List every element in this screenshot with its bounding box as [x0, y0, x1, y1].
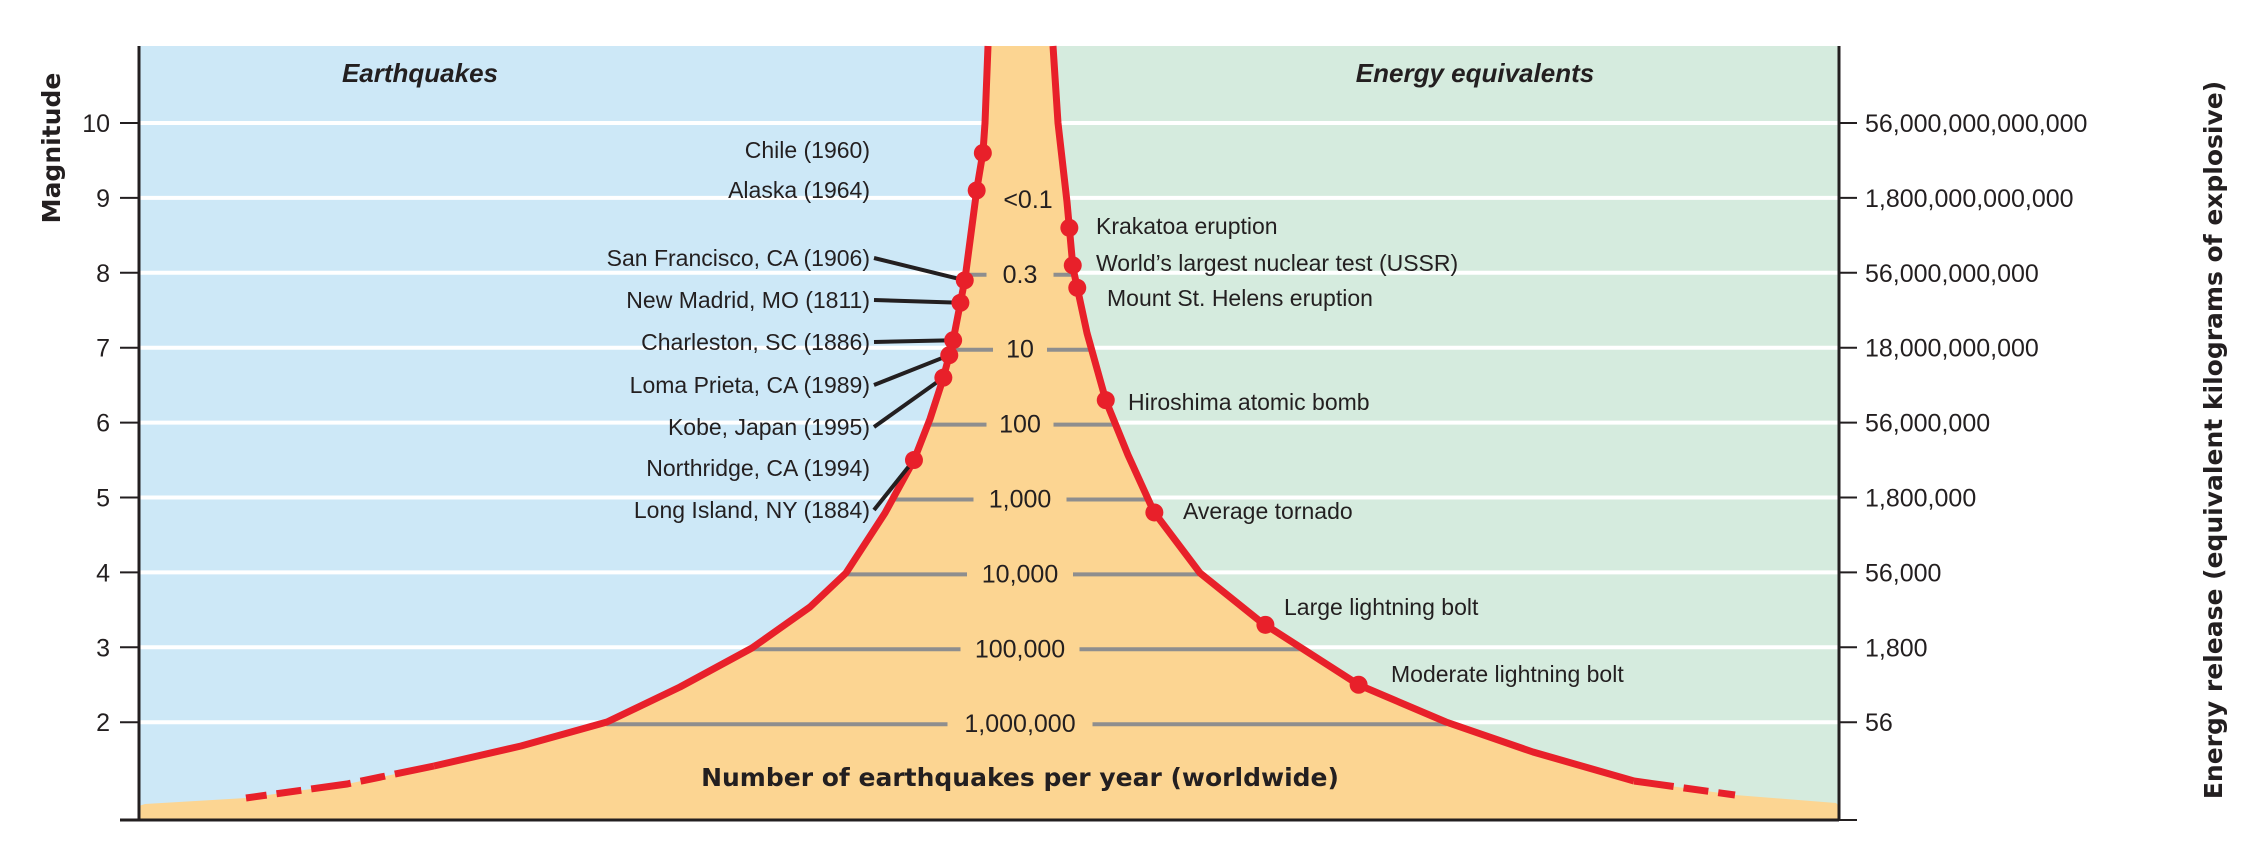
count-label: 100: [999, 411, 1041, 439]
energy-tick-label: 1,800: [1865, 634, 1928, 662]
energy-tick-label: 1,800,000,000,000: [1865, 185, 2074, 213]
leader-line: [872, 376, 945, 429]
energy-point: [1349, 675, 1368, 694]
energy-title: Energy equivalents: [1356, 58, 1594, 88]
earthquake-point: [904, 451, 923, 470]
magnitude-tick-label: 10: [82, 110, 110, 138]
y-axis-label: Magnitude: [37, 73, 66, 224]
leader-line: [873, 353, 951, 387]
energy-curve-right: [1049, 45, 1635, 785]
leader-line: [873, 256, 966, 283]
earthquake-point: [973, 143, 992, 162]
energy-label: Hiroshima atomic bomb: [1128, 389, 1370, 415]
energy-point: [1256, 615, 1275, 634]
magnitude-tick-label: 9: [96, 185, 110, 213]
energy-label: Average tornado: [1183, 498, 1353, 524]
earthquakes-title: Earthquakes: [342, 58, 498, 88]
energy-tick-label: 56,000,000,000: [1865, 260, 2039, 288]
earthquake-point: [951, 293, 970, 312]
magnitude-tick-label: 4: [96, 559, 110, 587]
energy-tick-label: 56,000: [1865, 559, 1941, 587]
energy-curve-right-dashed: [1633, 777, 1736, 799]
earthquake-point: [955, 271, 974, 290]
y-axis-right-label: Energy release (equivalent kilograms of …: [2199, 81, 2228, 799]
magnitude-tick-label: 2: [96, 709, 110, 737]
energy-label: Mount St. Helens eruption: [1107, 285, 1373, 311]
magnitude-tick-label: 6: [96, 410, 110, 438]
count-label: 1,000: [989, 486, 1052, 514]
energy-tick-label: 18,000,000,000: [1865, 335, 2039, 363]
earthquake-label: Kobe, Japan (1995): [668, 414, 870, 440]
leader-line: [872, 458, 916, 512]
energy-tick-label: 56: [1865, 709, 1893, 737]
count-label: 1,000,000: [964, 710, 1075, 738]
earthquake-point: [940, 346, 959, 365]
earthquake-point: [944, 331, 963, 350]
magnitude-tick-label: 5: [96, 485, 110, 513]
earthquake-point: [967, 181, 986, 200]
earthquake-label: Chile (1960): [745, 137, 870, 163]
magnitude-tick-label: 8: [96, 260, 110, 288]
count-label: <0.1: [1003, 186, 1052, 214]
leader-line: [873, 298, 961, 305]
energy-tick-label: 1,800,000: [1865, 485, 1976, 513]
energy-tick-label: 56,000,000,000,000: [1865, 110, 2087, 138]
energy-point: [1096, 391, 1115, 410]
energy-tick-label: 56,000,000: [1865, 410, 1990, 438]
earthquake-label: San Francisco, CA (1906): [607, 245, 870, 271]
earthquake-count-curve-left-dashed: [245, 762, 435, 802]
count-label: 0.3: [1003, 261, 1038, 289]
energy-label: World’s largest nuclear test (USSR): [1096, 250, 1458, 276]
leader-line: [873, 338, 954, 344]
earthquake-label: New Madrid, MO (1811): [626, 287, 870, 313]
earthquake-label: Loma Prieta, CA (1989): [630, 372, 870, 398]
count-label: 100,000: [975, 635, 1065, 663]
earthquake-count-area: [139, 46, 1839, 820]
earthquake-label: Long Island, NY (1884): [634, 497, 870, 523]
earthquake-label: Northridge, CA (1994): [646, 455, 870, 481]
energy-label: Krakatoa eruption: [1096, 213, 1278, 239]
energy-label: Large lightning bolt: [1284, 594, 1479, 620]
energy-point: [1060, 218, 1079, 237]
magnitude-tick-label: 7: [96, 335, 110, 363]
earthquake-label: Charleston, SC (1886): [641, 329, 870, 355]
magnitude-tick-label: 3: [96, 634, 110, 662]
earthquake-label: Alaska (1964): [728, 177, 870, 203]
x-axis-label: Number of earthquakes per year (worldwid…: [701, 763, 1339, 792]
energy-point: [1145, 503, 1164, 522]
energy-label: Moderate lightning bolt: [1391, 661, 1624, 687]
count-label: 10: [1006, 336, 1034, 364]
energy-point: [1063, 256, 1082, 275]
earthquake-point: [934, 368, 953, 387]
energy-point: [1068, 278, 1087, 297]
count-label: 10,000: [982, 560, 1058, 588]
